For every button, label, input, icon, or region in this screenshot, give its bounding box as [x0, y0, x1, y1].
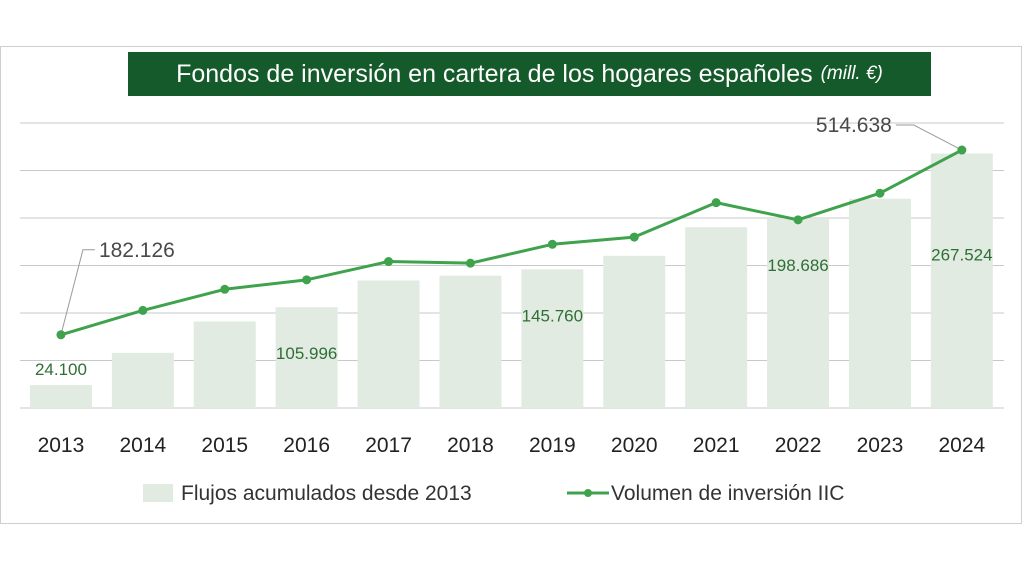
legend-bar-label: Flujos acumulados desde 2013 — [181, 482, 472, 505]
grid-lines — [20, 122, 1004, 409]
x-tick-2016: 2016 — [283, 434, 330, 457]
bar-label-2022: 198.686 — [767, 256, 828, 275]
legend-bar-swatch — [143, 484, 173, 502]
line-point-2016 — [302, 275, 312, 285]
x-tick-2024: 2024 — [938, 434, 985, 457]
x-tick-2018: 2018 — [447, 434, 494, 457]
bar-label-2013: 24.100 — [35, 360, 87, 379]
leader-line — [60, 249, 95, 335]
bar-2017 — [357, 280, 420, 408]
bar-2021 — [685, 227, 748, 408]
bar-2020 — [603, 255, 666, 408]
line-point-2013 — [56, 330, 66, 340]
chart-title-unit: (mill. €) — [820, 63, 883, 84]
line-point-2017 — [384, 257, 394, 267]
line-point-2018 — [465, 258, 475, 268]
x-tick-2020: 2020 — [611, 434, 658, 457]
bar-2015 — [193, 321, 256, 408]
x-tick-2021: 2021 — [693, 434, 740, 457]
line-point-2015 — [220, 284, 230, 294]
bar-2023 — [848, 198, 911, 408]
x-tick-2023: 2023 — [857, 434, 904, 457]
data-labels: 24.100 105.996 145.760 198.686 267.524 182.12… — [35, 114, 993, 379]
bar-label-2019: 145.760 — [522, 306, 583, 325]
x-axis-labels: 2013 2014 2015 2016 2017 2018 2019 2020 2021 2022… — [38, 434, 986, 457]
bar-label-2024: 267.524 — [931, 245, 992, 264]
bar-2014 — [111, 352, 174, 408]
line-series — [56, 145, 967, 340]
x-tick-2013: 2013 — [38, 434, 85, 457]
bar-label-2016: 105.996 — [276, 344, 337, 363]
bar-2022 — [767, 218, 830, 408]
legend-line-label: Volumen de inversión IIC — [611, 482, 844, 505]
x-tick-2017: 2017 — [365, 434, 412, 457]
chart-title-box: Fondos de inversión en cartera de los ho… — [128, 52, 931, 96]
x-tick-2022: 2022 — [775, 434, 822, 457]
x-tick-2014: 2014 — [119, 434, 166, 457]
x-tick-2019: 2019 — [529, 434, 576, 457]
line-point-2024 — [957, 145, 967, 155]
line-label-2024: 514.638 — [816, 114, 892, 137]
line-point-2023 — [875, 188, 885, 198]
chart-title: Fondos de inversión en cartera de los ho… — [176, 59, 813, 88]
bar-2013 — [29, 385, 92, 408]
bar-2016 — [275, 307, 338, 408]
line-point-2019 — [547, 239, 557, 249]
legend-line-marker — [584, 489, 592, 497]
line-point-2014 — [138, 305, 148, 315]
bar-2019 — [521, 269, 584, 408]
line-label-2013: 182.126 — [99, 239, 175, 262]
bar-series — [29, 153, 993, 408]
bar-2024 — [930, 153, 993, 408]
legend: Flujos acumulados desde 2013 Volumen de … — [143, 482, 844, 505]
line-point-2022 — [793, 215, 803, 225]
leader-lines — [60, 124, 963, 335]
bar-2018 — [439, 275, 502, 408]
line-point-2021 — [711, 198, 721, 208]
leader-line — [895, 124, 963, 151]
x-tick-2015: 2015 — [201, 434, 248, 457]
volume-line — [60, 148, 963, 337]
line-point-2020 — [629, 232, 639, 242]
